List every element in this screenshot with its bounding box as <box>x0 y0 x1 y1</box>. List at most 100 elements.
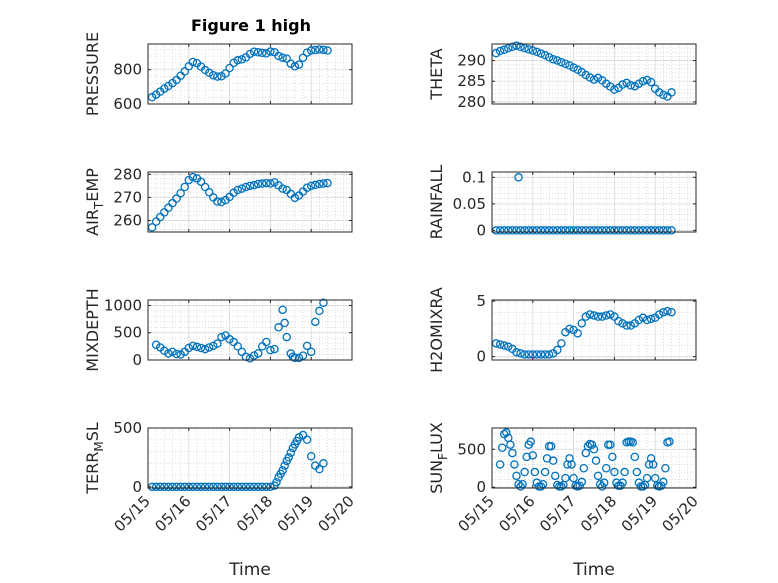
data-point <box>278 53 287 62</box>
data-point <box>520 226 529 235</box>
data-point <box>589 75 599 84</box>
y-tick-label: 500 <box>457 440 486 458</box>
data-point <box>599 478 609 487</box>
data-point <box>667 307 676 317</box>
data-point <box>561 226 570 235</box>
y-axis-label: THETA <box>427 48 446 100</box>
data-point <box>512 347 521 357</box>
data-point <box>532 350 542 359</box>
data-point <box>213 197 222 206</box>
data-point <box>565 324 574 334</box>
data-point <box>200 344 210 354</box>
panel-h2omixra: 0 5 H2OMIXRA <box>427 287 697 373</box>
panel-pressure: 600 800 PRESSURE <box>83 32 353 116</box>
x-tick-label: 05/20 <box>659 492 702 535</box>
data-point <box>253 179 263 189</box>
plot-area <box>492 172 696 232</box>
data-point <box>508 226 517 235</box>
data-point <box>561 473 570 483</box>
data-point <box>160 482 169 492</box>
data-point <box>172 482 181 492</box>
data-point <box>569 63 578 72</box>
data-point <box>532 47 542 57</box>
y-axis-label: PRESSURE <box>83 32 102 116</box>
y-axis-label: H2OMIXRA <box>427 287 446 373</box>
data-point <box>522 452 531 462</box>
data-point <box>581 312 591 321</box>
data-point <box>506 440 515 449</box>
data-point <box>192 342 202 352</box>
y-tick-label: 290 <box>457 52 486 70</box>
x-tick-label: 05/15 <box>111 492 154 535</box>
series-air_temp <box>147 172 332 232</box>
data-point <box>282 54 291 63</box>
data-point <box>266 345 275 355</box>
data-point <box>557 482 566 491</box>
data-point <box>514 173 523 182</box>
data-point <box>601 311 611 320</box>
y-axis-label: TERRMSL <box>83 422 106 495</box>
data-point <box>577 319 587 328</box>
data-point <box>536 226 546 235</box>
data-point <box>184 343 194 353</box>
x-axis-label: Time <box>228 560 271 580</box>
data-point <box>618 478 627 487</box>
x-axis-label: Time <box>572 560 615 580</box>
data-point <box>516 482 525 491</box>
x-tick-label: 05/18 <box>233 492 276 535</box>
data-point <box>319 45 328 55</box>
data-point <box>280 461 289 470</box>
data-point <box>606 310 615 319</box>
data-point <box>638 482 648 491</box>
data-point <box>504 342 513 351</box>
data-point <box>204 188 214 197</box>
data-point <box>266 179 275 188</box>
data-point <box>270 344 279 354</box>
data-point <box>323 178 332 188</box>
data-point <box>319 298 328 307</box>
data-point <box>553 226 562 235</box>
data-point <box>530 467 540 477</box>
data-point <box>546 441 556 451</box>
data-point <box>253 47 263 57</box>
plot-area <box>148 428 352 488</box>
data-point <box>512 471 521 481</box>
data-point <box>553 480 562 490</box>
data-point <box>577 477 587 487</box>
data-point <box>290 62 300 71</box>
data-point <box>512 226 521 235</box>
series-h2omixra <box>491 306 676 359</box>
data-point <box>278 466 287 475</box>
tick-marks <box>147 172 353 232</box>
data-point <box>499 341 509 350</box>
x-tick-label: 05/16 <box>495 492 538 535</box>
data-point <box>516 226 525 235</box>
data-point <box>536 49 546 58</box>
data-point <box>526 437 536 446</box>
data-point <box>294 433 304 442</box>
panel-air_temp: 260 270 280 AIRTEMP <box>83 165 353 236</box>
data-point <box>557 339 566 348</box>
data-point <box>298 351 308 360</box>
data-point <box>579 464 589 473</box>
data-point <box>311 45 320 55</box>
data-point <box>272 477 281 487</box>
panel-sun_flux: 0 500 SUNFLUX05/1505/1605/1705/1805/1905/2… <box>427 422 702 580</box>
data-point <box>557 57 566 67</box>
data-point <box>282 332 291 342</box>
data-point <box>257 482 267 492</box>
data-point <box>553 56 562 65</box>
y-tick-label: 0.05 <box>453 195 486 213</box>
series-theta <box>491 41 676 101</box>
data-point <box>151 482 161 492</box>
tick-marks <box>147 427 353 488</box>
axes-box <box>147 171 353 233</box>
data-point <box>557 226 566 235</box>
data-point <box>315 45 324 54</box>
y-tick-label: 500 <box>113 324 142 342</box>
data-point <box>233 482 243 492</box>
data-point <box>512 41 521 50</box>
data-point <box>495 46 505 56</box>
data-point <box>262 337 271 347</box>
axes-box <box>147 427 353 489</box>
